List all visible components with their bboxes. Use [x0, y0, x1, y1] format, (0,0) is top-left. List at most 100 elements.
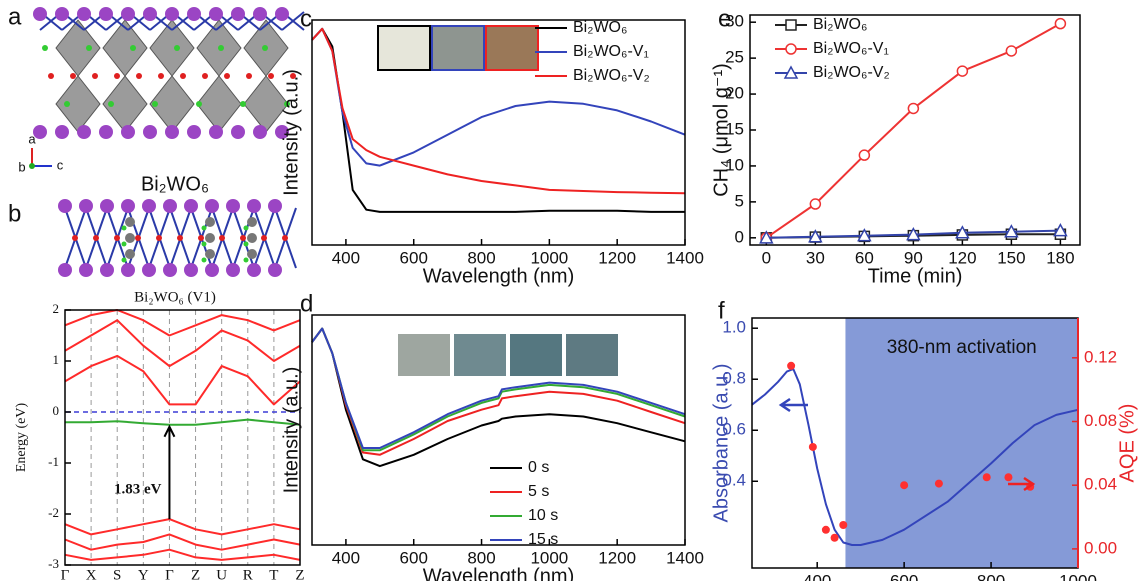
atom: [202, 73, 208, 79]
atom: [268, 199, 282, 213]
atom: [121, 199, 135, 213]
x-axis-label: Wavelength (nm): [423, 265, 575, 287]
atom: [121, 257, 127, 263]
marker: [759, 230, 774, 244]
atom: [99, 7, 113, 21]
x-tick-label: 600: [400, 548, 428, 567]
y-tick-label: 10: [725, 155, 744, 174]
y-axis-label: Intensity (a.u.): [280, 69, 302, 196]
legend: 0 s 5 s 10 s 15 s: [490, 459, 558, 548]
plot-frame: [64, 309, 301, 566]
atom: [125, 249, 135, 259]
chart: 380-nm activation 400 600 800 1000 0.4 0.6 0.8 1…: [710, 297, 1138, 581]
charts: Γ X S Y Γ Z U R T Z -3 -2 -1 0 1 2 1.83 eV Energy (eV) 400…: [14, 5, 1138, 581]
data-point: [808, 442, 817, 451]
atom: [121, 263, 135, 277]
y-tick-label: 0: [735, 227, 744, 246]
atom: [247, 233, 257, 243]
structures: [33, 7, 305, 277]
atom: [135, 235, 141, 241]
atom: [224, 73, 230, 79]
atom: [165, 125, 179, 139]
atom: [180, 73, 186, 79]
atom: [114, 235, 120, 241]
legend-label: Bi₂WO₆: [573, 19, 627, 36]
atom: [70, 73, 76, 79]
atom: [205, 233, 215, 243]
x-tick-label: X: [86, 567, 97, 581]
atom: [121, 225, 127, 231]
x-tick-label: 1400: [666, 548, 704, 567]
atom: [79, 263, 93, 277]
atom: [156, 235, 162, 241]
x-tick-label: 1200: [598, 548, 636, 567]
atom: [143, 125, 157, 139]
atom: [174, 45, 180, 51]
annotation-arrow: [163, 424, 176, 520]
atom: [48, 73, 54, 79]
atom: [77, 125, 91, 139]
data-point: [934, 479, 943, 488]
x-tick-label: 0: [762, 248, 771, 267]
atom: [121, 241, 127, 247]
atom: [42, 45, 48, 51]
atom: [100, 199, 114, 213]
x-tick-label: 800: [467, 248, 495, 267]
y-axis-label: Intensity (a.u.): [280, 367, 302, 494]
atom: [33, 7, 47, 21]
x-tick-label: 30: [806, 248, 825, 267]
y-axis-label: Energy (eV): [14, 403, 29, 473]
y-tick-label: -3: [48, 556, 59, 571]
legend-label: Bi₂WO₆-V₁: [573, 43, 649, 60]
atom: [142, 199, 156, 213]
atom: [79, 199, 93, 213]
marker: [906, 227, 921, 241]
y-tick-label: 1: [53, 352, 60, 367]
legend-label: 0 s: [528, 459, 549, 476]
atom: [243, 257, 249, 263]
atom: [165, 7, 179, 21]
photo: [566, 334, 618, 376]
atom: [55, 7, 69, 21]
y-tick-label: 0.6: [722, 420, 746, 439]
atom: [187, 7, 201, 21]
x-tick-label: 1000: [530, 248, 568, 267]
atom: [163, 263, 177, 277]
atom: [275, 7, 289, 21]
atom: [219, 235, 225, 241]
f-arrows: [778, 397, 1036, 492]
atom: [130, 45, 136, 51]
panel-letter: c: [300, 5, 312, 32]
atom: [262, 45, 268, 51]
legend-label: Bi₂WO₆-V₂: [813, 64, 890, 81]
x-tick-label: 90: [904, 248, 923, 267]
y-tick-label: 15: [725, 119, 744, 138]
x-tick-label: S: [113, 567, 121, 581]
atom: [121, 7, 135, 21]
atom: [33, 125, 47, 139]
x-tick-label: T: [269, 567, 278, 581]
legend-label: 10 s: [528, 507, 558, 524]
y-tick-label: 1.0: [722, 318, 746, 337]
atom: [268, 263, 282, 277]
photo: [510, 334, 562, 376]
data-point: [839, 521, 848, 530]
photo: [454, 334, 506, 376]
atom: [268, 73, 274, 79]
atom: [243, 225, 249, 231]
axis-label: c: [57, 157, 64, 172]
x-tick-label: 1000: [530, 548, 568, 567]
series-line: [65, 418, 301, 426]
atom: [247, 263, 261, 277]
x-tick-label: 1200: [598, 248, 636, 267]
y-tick-label: 0.8: [722, 369, 746, 388]
marker: [907, 102, 920, 115]
atom: [64, 101, 70, 107]
atom: [201, 225, 207, 231]
marker: [808, 229, 823, 243]
atom: [187, 125, 201, 139]
data-point: [830, 533, 839, 542]
atom: [58, 199, 72, 213]
x-tick-label: 60: [855, 248, 874, 267]
y2-tick-label: 0.00: [1084, 538, 1117, 557]
